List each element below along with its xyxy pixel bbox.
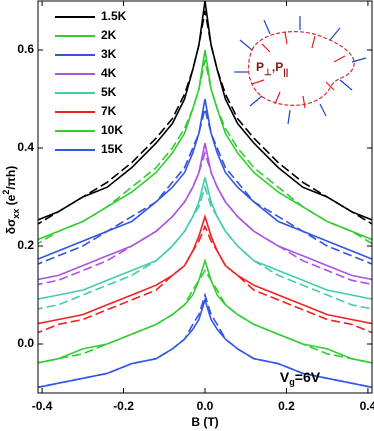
x-tick-label: 0.4 bbox=[360, 399, 374, 413]
fit-line bbox=[38, 10, 372, 225]
fit-line bbox=[38, 108, 372, 265]
fit-line bbox=[38, 184, 372, 310]
y-axis-label: δσxx (e2/πh) bbox=[1, 166, 21, 234]
inset-blue-arrows bbox=[234, 16, 367, 125]
text-part: 2 bbox=[1, 190, 11, 195]
x-tick-label: -0.2 bbox=[113, 399, 134, 413]
text-part: =6V bbox=[295, 369, 321, 385]
data-line bbox=[38, 98, 372, 260]
plot-area bbox=[38, 1, 372, 389]
x-axis-label: B (T) bbox=[191, 415, 218, 429]
x-tick-label: 0.0 bbox=[197, 399, 214, 413]
inset-red-arrows bbox=[251, 31, 346, 109]
fit-line bbox=[38, 292, 372, 389]
legend-label: 15K bbox=[101, 142, 123, 156]
data-line bbox=[38, 177, 372, 300]
y-tick-label: 0.4 bbox=[17, 140, 34, 154]
fit-line bbox=[38, 150, 372, 286]
data-line bbox=[38, 49, 372, 241]
text-part: P bbox=[256, 60, 264, 74]
inset-diagram bbox=[234, 16, 367, 125]
text-part: /πh) bbox=[4, 166, 18, 190]
text-part: (e bbox=[4, 194, 18, 208]
legend-label: 7K bbox=[101, 104, 117, 118]
legend-label: 10K bbox=[101, 123, 123, 137]
x-tick-label: 0.2 bbox=[278, 399, 295, 413]
inset-label: P⊥,P|| bbox=[256, 60, 288, 77]
y-tick-label: 0.0 bbox=[17, 336, 34, 350]
legend-label: 1.5K bbox=[101, 9, 127, 23]
data-line bbox=[38, 1, 372, 221]
text-part: ,P bbox=[272, 60, 283, 74]
fit-line bbox=[38, 59, 372, 245]
text-part: || bbox=[283, 67, 288, 77]
text-part: δσ bbox=[4, 219, 18, 235]
fit-line bbox=[38, 224, 372, 334]
data-line bbox=[38, 297, 372, 389]
text-part: g bbox=[289, 377, 295, 387]
legend-label: 2K bbox=[101, 28, 117, 42]
data-line bbox=[38, 258, 372, 364]
y-tick-label: 0.2 bbox=[17, 238, 34, 252]
legend-label: 5K bbox=[101, 85, 117, 99]
annotation: Vg=6V bbox=[280, 369, 321, 388]
legend-label: 3K bbox=[101, 47, 117, 61]
text-part: V bbox=[280, 369, 290, 385]
y-tick-label: 0.6 bbox=[17, 42, 34, 56]
text-part: xx bbox=[11, 209, 21, 219]
data-line bbox=[38, 142, 372, 281]
data-line bbox=[38, 213, 372, 325]
x-tick-label: -0.4 bbox=[32, 399, 53, 413]
inset-outline bbox=[247, 31, 355, 106]
text-part: ⊥ bbox=[264, 67, 272, 77]
legend-label: 4K bbox=[101, 66, 117, 80]
